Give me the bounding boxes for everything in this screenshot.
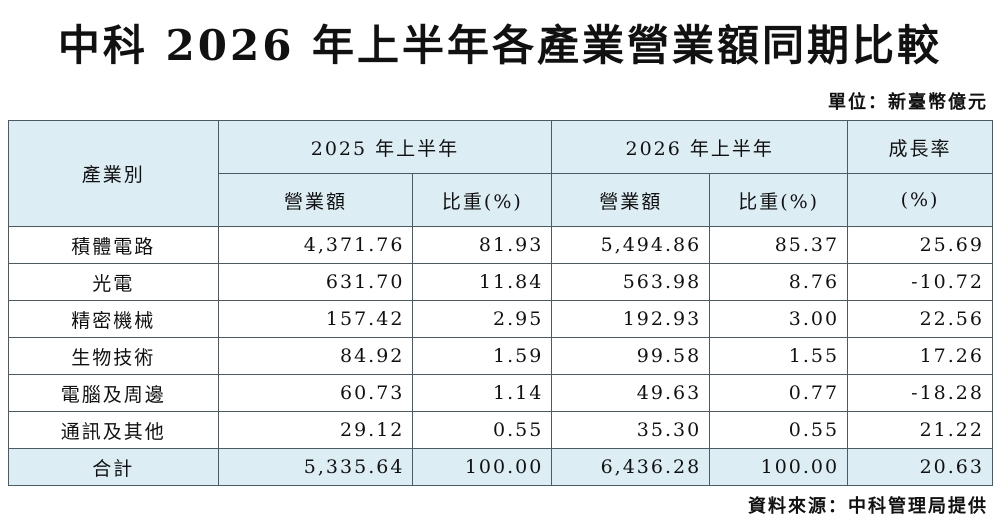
cell: -18.28	[847, 374, 993, 412]
cell: 0.55	[412, 411, 553, 449]
cell: 49.63	[551, 374, 711, 412]
cell: 25.69	[847, 226, 993, 264]
header-cell: 營業額	[217, 173, 414, 227]
cell: 8.76	[709, 263, 849, 301]
table-body: 產業別 2025 年上半年 2026 年上半年 成長率 營業額 比重(%) 營業…	[8, 120, 993, 486]
table-row: 通訊及其他 29.12 0.55 35.30 0.55 21.22	[8, 411, 993, 449]
header-cell: 成長率	[847, 120, 993, 174]
header-row: 產業別 2025 年上半年 2026 年上半年 成長率	[8, 120, 993, 227]
header-cell: 2026 年上半年	[551, 120, 849, 174]
cell: 100.00	[709, 448, 849, 486]
cell: 17.26	[847, 337, 993, 375]
header-cell: 2025 年上半年	[217, 120, 553, 174]
cell: 21.22	[847, 411, 993, 449]
row-label: 光電	[8, 263, 219, 301]
cell: 35.30	[551, 411, 711, 449]
source-note: 資料來源：中科管理局提供	[748, 496, 988, 517]
cell: 1.55	[709, 337, 849, 375]
cell: 81.93	[412, 226, 553, 264]
header-row: 營業額 比重(%) 營業額 比重(%) (%)	[9, 173, 993, 227]
cell: -10.72	[847, 263, 993, 301]
cell: 85.37	[709, 226, 849, 264]
cell: 84.92	[217, 337, 414, 375]
row-label: 通訊及其他	[8, 411, 219, 449]
cell: 1.14	[412, 374, 553, 412]
table-row: 光電 631.70 11.84 563.98 8.76 -10.72	[8, 263, 993, 301]
row-label: 合計	[8, 448, 219, 486]
cell: 157.42	[217, 300, 414, 338]
cell: 0.77	[709, 374, 849, 412]
table-row: 電腦及周邊 60.73 1.14 49.63 0.77 -18.28	[8, 374, 993, 412]
cell: 100.00	[412, 448, 553, 486]
cell: 60.73	[217, 374, 414, 412]
cell: 2.95	[412, 300, 553, 338]
cell: 1.59	[412, 337, 553, 375]
cell: 0.55	[709, 411, 849, 449]
header-cell: 比重(%)	[709, 173, 849, 227]
cell: 3.00	[709, 300, 849, 338]
table-row: 積體電路 4,371.76 81.93 5,494.86 85.37 25.69	[8, 226, 993, 264]
header-cell: 營業額	[551, 173, 711, 227]
unit-note: 單位：新臺幣億元	[828, 92, 988, 113]
cell: 11.84	[412, 263, 553, 301]
title: 中科 2026 年上半年各產業營業額同期比較	[57, 21, 943, 70]
cell: 29.12	[217, 411, 414, 449]
row-label: 電腦及周邊	[8, 374, 219, 412]
cell: 5,494.86	[551, 226, 711, 264]
table: 產業別 2025 年上半年 2026 年上半年 成長率 營業額 比重(%) 營業…	[8, 120, 993, 486]
cell: 4,371.76	[217, 226, 414, 264]
header-cell: 產業別	[8, 120, 219, 227]
table-row: 合計 5,335.64 100.00 6,436.28 100.00 20.63	[8, 448, 993, 486]
table-row: 精密機械 157.42 2.95 192.93 3.00 22.56	[8, 300, 993, 338]
cell: 6,436.28	[551, 448, 711, 486]
cell: 563.98	[551, 263, 711, 301]
header-cell: (%)	[847, 173, 993, 227]
row-label: 精密機械	[8, 300, 219, 338]
row-label: 積體電路	[8, 226, 219, 264]
cell: 192.93	[551, 300, 711, 338]
cell: 5,335.64	[217, 448, 414, 486]
cell: 631.70	[217, 263, 414, 301]
cell: 20.63	[847, 448, 993, 486]
table-row: 生物技術 84.92 1.59 99.58 1.55 17.26	[8, 337, 993, 375]
header-cell: 比重(%)	[412, 173, 553, 227]
cell: 22.56	[847, 300, 993, 338]
cell: 99.58	[551, 337, 711, 375]
row-label: 生物技術	[8, 337, 219, 375]
